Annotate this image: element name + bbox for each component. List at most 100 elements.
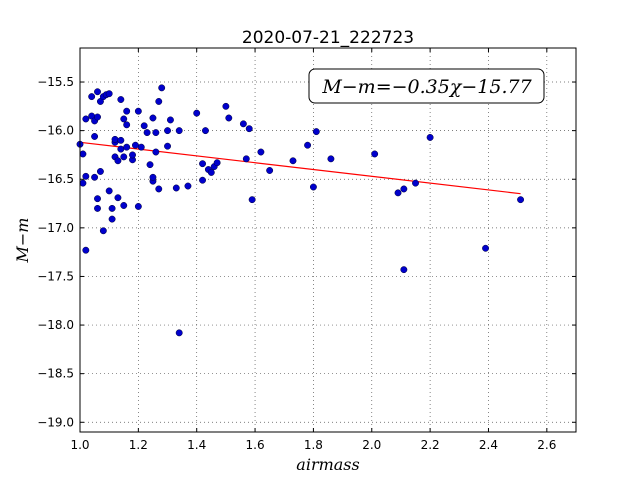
data-point <box>143 129 151 137</box>
data-point <box>400 185 408 193</box>
data-point <box>517 196 525 204</box>
data-point <box>164 127 171 135</box>
data-point <box>426 133 434 141</box>
data-point <box>289 157 297 165</box>
data-point <box>207 168 215 176</box>
data-point <box>79 179 87 187</box>
data-point <box>79 150 87 158</box>
data-point <box>225 114 233 122</box>
x-tick-label: 1.4 <box>187 438 206 452</box>
y-tick-label: −16.5 <box>37 172 74 186</box>
data-point <box>327 155 335 163</box>
data-point <box>123 121 131 129</box>
data-point <box>245 125 253 133</box>
data-point <box>175 127 183 135</box>
data-point <box>114 157 122 165</box>
data-point <box>134 203 142 210</box>
data-point <box>131 141 139 149</box>
data-point <box>394 189 402 197</box>
data-point <box>166 116 174 124</box>
data-point <box>99 227 107 235</box>
data-point <box>88 93 96 101</box>
data-point <box>117 136 125 144</box>
x-tick-label: 1.0 <box>70 438 89 452</box>
data-point <box>94 204 101 212</box>
data-point <box>137 143 145 151</box>
data-point <box>120 202 128 209</box>
data-point <box>114 194 122 202</box>
x-tick-label: 2.4 <box>479 438 498 452</box>
data-point <box>199 176 206 184</box>
data-point <box>155 98 163 105</box>
data-point <box>96 168 104 175</box>
data-point <box>412 179 419 187</box>
data-point <box>257 148 265 156</box>
data-point <box>239 120 247 128</box>
data-point <box>123 143 131 151</box>
y-tick-label: −16.0 <box>37 124 74 138</box>
x-tick-label: 1.8 <box>304 438 323 452</box>
plot-frame <box>79 47 577 433</box>
data-point <box>222 102 230 110</box>
x-tick-label: 2.0 <box>362 438 381 452</box>
data-point <box>304 141 312 149</box>
data-point <box>152 148 160 156</box>
y-tick-label: −18.5 <box>37 367 74 381</box>
y-axis-label: M−m <box>13 218 32 264</box>
data-point <box>105 90 113 98</box>
y-ticks: −15.5 −16.0 −16.5 −17.0 −17.5 −18.0 −18.5 −19.0 <box>37 75 576 429</box>
x-axis-label: airmass <box>296 455 359 474</box>
data-point <box>82 246 90 254</box>
data-point <box>94 88 101 96</box>
x-tick-label: 2.6 <box>537 438 556 452</box>
data-point <box>140 122 148 130</box>
x-tick-label: 1.6 <box>246 438 265 452</box>
y-tick-label: −18.0 <box>37 318 74 332</box>
y-tick-label: −19.0 <box>37 415 74 429</box>
data-point <box>82 172 90 180</box>
data-point <box>213 159 221 167</box>
data-point <box>184 182 192 190</box>
data-point <box>129 151 136 159</box>
data-point <box>94 113 101 121</box>
x-ticks: 1.0 1.2 1.4 1.6 1.8 2.0 2.2 2.4 2.6 <box>70 48 556 452</box>
data-point <box>120 115 128 123</box>
y-tick-label: −15.5 <box>37 75 74 89</box>
data-point <box>134 107 142 115</box>
data-point <box>371 150 379 158</box>
data-point <box>149 114 157 122</box>
data-point <box>149 173 157 181</box>
data-point <box>242 155 250 163</box>
data-point <box>155 185 163 193</box>
data-point <box>111 135 119 143</box>
data-point <box>248 196 256 204</box>
data-point <box>117 145 125 153</box>
data-point <box>309 183 317 191</box>
x-tick-label: 1.2 <box>129 438 148 452</box>
y-tick-label: −17.5 <box>37 269 74 283</box>
data-point <box>91 173 99 181</box>
data-point <box>175 329 183 337</box>
data-point <box>199 160 206 168</box>
data-point <box>158 84 166 92</box>
data-point <box>82 115 90 123</box>
equation-text: M−m=−0.35χ−15.77 <box>321 76 532 98</box>
chart-title: 2020-07-21_222723 <box>242 28 414 48</box>
data-point <box>152 129 160 137</box>
data-point <box>266 167 274 174</box>
data-point <box>117 96 125 103</box>
data-point <box>146 161 154 169</box>
data-point <box>120 153 128 161</box>
data-point <box>202 127 209 135</box>
data-point <box>108 215 116 223</box>
y-tick-label: −17.0 <box>37 221 74 235</box>
data-point <box>105 187 113 195</box>
equation-box: M−m=−0.35χ−15.77 <box>308 68 545 104</box>
data-point <box>482 244 490 252</box>
data-point <box>193 109 201 117</box>
data-point <box>108 204 116 212</box>
data-point <box>123 107 131 115</box>
data-point <box>164 142 171 150</box>
data-point <box>400 266 408 274</box>
